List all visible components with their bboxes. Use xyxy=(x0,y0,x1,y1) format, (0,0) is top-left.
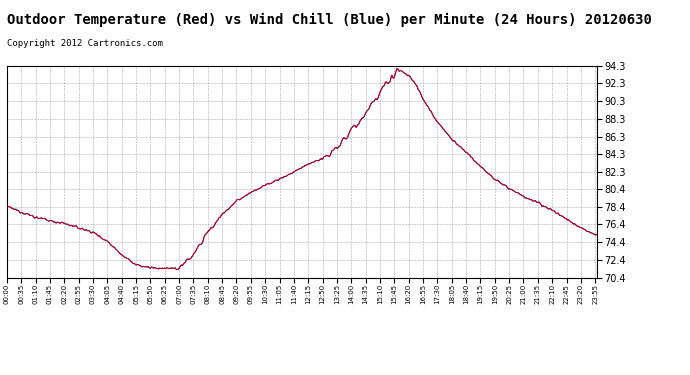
Text: Outdoor Temperature (Red) vs Wind Chill (Blue) per Minute (24 Hours) 20120630: Outdoor Temperature (Red) vs Wind Chill … xyxy=(7,13,652,27)
Text: Copyright 2012 Cartronics.com: Copyright 2012 Cartronics.com xyxy=(7,39,163,48)
